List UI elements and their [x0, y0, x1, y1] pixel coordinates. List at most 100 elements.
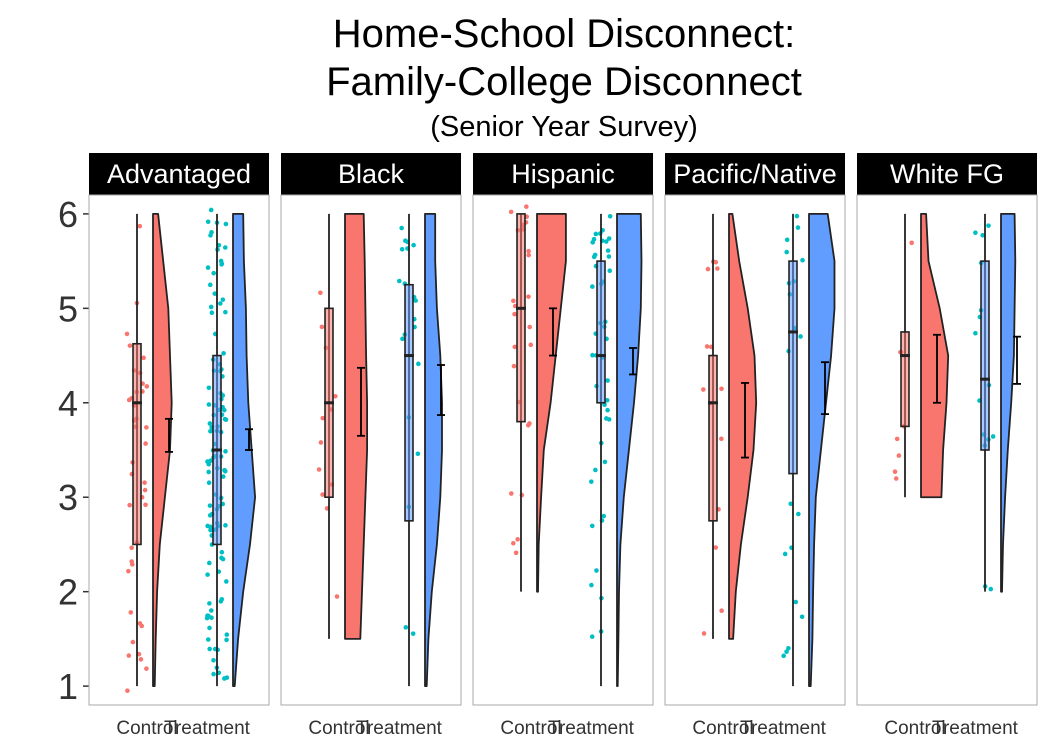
data-point	[604, 416, 609, 421]
data-point	[207, 646, 212, 652]
data-point	[603, 239, 609, 244]
data-point	[511, 298, 516, 304]
data-point	[219, 549, 225, 555]
density-half-violin	[808, 212, 836, 688]
box	[404, 283, 414, 522]
facet-panels: AdvantagedControlTreatmentBlackControlTr…	[88, 153, 1038, 739]
data-point	[212, 291, 218, 296]
data-point	[527, 324, 533, 330]
data-point	[208, 304, 214, 310]
data-point	[220, 297, 226, 302]
data-point	[508, 209, 514, 215]
data-point	[129, 545, 134, 551]
data-point	[784, 237, 790, 243]
panel-border	[856, 194, 1038, 706]
panel-border	[280, 194, 462, 706]
data-point	[128, 610, 134, 615]
data-point	[208, 527, 213, 533]
facet-strip-label: Black	[338, 159, 405, 189]
data-point	[512, 344, 518, 350]
data-point	[605, 407, 610, 413]
data-point	[713, 259, 719, 265]
data-point	[593, 467, 598, 473]
density-half-violin	[344, 212, 368, 640]
data-point	[124, 331, 130, 337]
facet-strip	[89, 153, 269, 195]
data-point	[320, 492, 325, 497]
y-tick-label: 4	[58, 383, 78, 424]
data-point	[222, 467, 227, 473]
data-point	[211, 657, 216, 663]
data-point	[605, 378, 610, 383]
data-point	[782, 551, 788, 557]
density-half-violin	[152, 212, 173, 688]
data-point	[223, 417, 229, 423]
data-point	[786, 646, 791, 651]
panel-border	[88, 194, 270, 706]
data-point	[705, 266, 711, 272]
data-point	[220, 474, 226, 479]
data-point	[892, 469, 898, 474]
x-tick-label: Treatment	[740, 718, 827, 739]
data-point	[125, 688, 130, 693]
panel-border	[472, 194, 654, 706]
data-point	[602, 459, 608, 465]
data-point	[218, 599, 224, 604]
box	[980, 260, 990, 451]
data-point	[142, 487, 148, 493]
data-point	[413, 298, 418, 303]
data-point	[590, 284, 595, 289]
data-point	[211, 671, 216, 677]
chart-subtitle: (Senior Year Survey)	[430, 111, 698, 143]
data-point	[207, 601, 212, 606]
facet-strip-label: Advantaged	[107, 159, 251, 189]
data-point	[607, 268, 613, 274]
data-point	[410, 631, 416, 636]
data-point	[799, 614, 805, 620]
data-point	[144, 384, 150, 389]
box	[900, 331, 910, 428]
data-point	[526, 294, 531, 299]
data-point	[127, 502, 132, 508]
data-point	[206, 613, 211, 619]
data-point	[221, 351, 226, 356]
density-half-violin	[1000, 212, 1017, 593]
data-point	[594, 568, 599, 573]
data-point	[593, 231, 599, 237]
data-point	[316, 467, 322, 472]
data-point	[397, 278, 402, 284]
x-tick-label: Control	[884, 718, 945, 739]
data-point	[208, 428, 213, 434]
data-point	[222, 407, 227, 413]
x-tick-label: Control	[308, 718, 369, 739]
data-point	[526, 252, 531, 258]
data-point	[139, 623, 145, 629]
data-point	[909, 240, 914, 246]
data-point	[403, 238, 408, 244]
data-point	[607, 213, 613, 219]
data-point	[589, 582, 594, 588]
data-point	[126, 568, 131, 574]
y-tick-label: 1	[58, 666, 78, 707]
y-axis: 1 2 3 4 5 6	[58, 194, 89, 707]
density-half-violin	[424, 212, 443, 688]
data-point	[205, 459, 210, 464]
x-tick-label: Control	[692, 718, 753, 739]
data-point	[509, 491, 514, 496]
data-point	[719, 608, 724, 614]
data-point	[141, 355, 146, 361]
data-point	[589, 634, 595, 639]
data-point	[207, 625, 212, 631]
data-point	[223, 579, 229, 584]
box	[516, 213, 526, 423]
data-point	[784, 649, 789, 655]
data-point	[781, 653, 787, 659]
data-point	[223, 221, 229, 227]
data-point	[127, 343, 133, 348]
data-point	[224, 632, 230, 637]
data-point	[224, 637, 229, 643]
chart-title-line1: Home-School Disconnect:	[333, 12, 795, 56]
x-tick-label: Control	[500, 718, 561, 739]
data-point	[525, 422, 531, 428]
data-point	[719, 436, 724, 442]
